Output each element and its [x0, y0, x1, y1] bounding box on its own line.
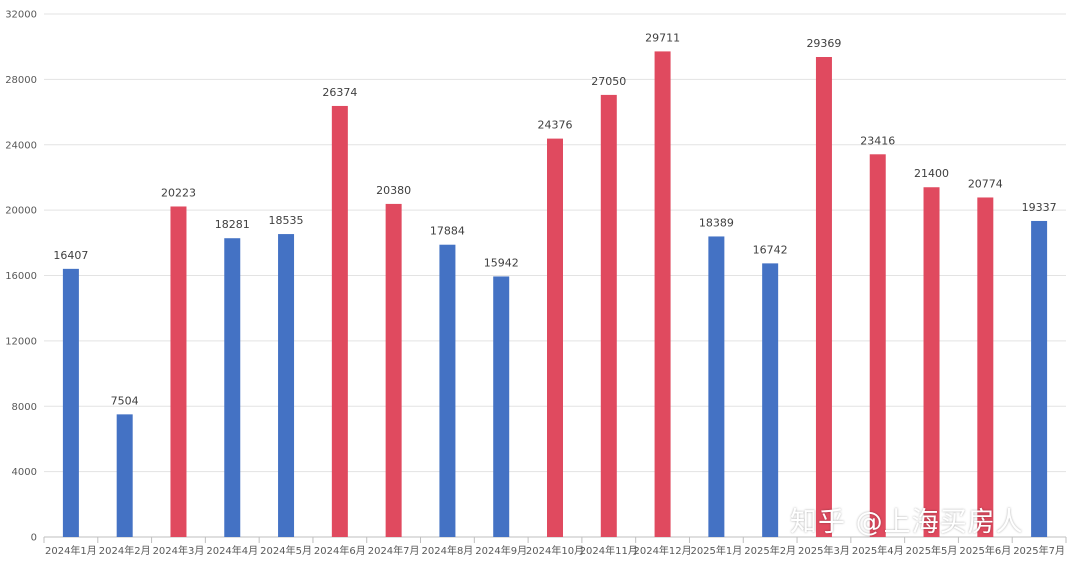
bar — [116, 414, 133, 537]
data-label: 29711 — [645, 31, 680, 44]
x-tick-label: 2025年3月 — [798, 544, 850, 557]
y-tick-label: 32000 — [5, 10, 37, 21]
data-label: 29369 — [806, 37, 841, 50]
bar — [224, 238, 241, 537]
bar — [654, 51, 671, 538]
data-label: 18535 — [269, 214, 304, 227]
bar — [869, 154, 886, 538]
data-label: 18389 — [699, 216, 734, 229]
data-label: 20380 — [376, 184, 411, 197]
bar — [278, 234, 295, 537]
bar — [1031, 220, 1048, 537]
x-tick-label: 2024年12月 — [633, 544, 691, 557]
y-tick-label: 8000 — [12, 402, 37, 413]
data-label: 16742 — [753, 243, 788, 256]
y-tick-label: 28000 — [5, 75, 37, 86]
data-label: 16407 — [53, 249, 88, 262]
x-tick-label: 2025年1月 — [690, 544, 742, 557]
x-tick-label: 2024年4月 — [206, 544, 258, 557]
data-label: 26374 — [322, 86, 357, 99]
x-tick-label: 2025年7月 — [1013, 544, 1065, 557]
bar — [547, 138, 563, 538]
data-label: 24376 — [538, 119, 573, 132]
x-tick-label: 2024年9月 — [475, 544, 527, 557]
y-tick-label: 12000 — [5, 336, 37, 347]
x-tick-label: 2025年5月 — [906, 544, 958, 557]
bar — [923, 187, 940, 537]
x-tick-label: 2025年4月 — [852, 544, 904, 557]
data-label: 20774 — [968, 177, 1003, 190]
data-label: 19337 — [1022, 201, 1057, 214]
bar — [708, 236, 725, 538]
bar — [493, 276, 510, 537]
x-tick-label: 2024年10月 — [526, 544, 584, 557]
x-tick-label: 2024年11月 — [580, 544, 638, 557]
data-label: 21400 — [914, 167, 949, 180]
data-label: 18281 — [215, 218, 250, 231]
data-label: 20223 — [161, 186, 196, 199]
bar — [439, 244, 456, 537]
bar — [600, 94, 617, 538]
x-tick-label: 2024年3月 — [153, 544, 205, 557]
bar — [762, 263, 779, 537]
x-tick-label: 2024年7月 — [368, 544, 420, 557]
watermark: 知乎 @上海买房人 — [790, 507, 1024, 538]
data-label: 7504 — [111, 394, 139, 407]
x-tick-label: 2024年6月 — [314, 544, 366, 557]
x-tick-label: 2025年2月 — [744, 544, 796, 557]
x-tick-label: 2024年5月 — [260, 544, 312, 557]
bar — [815, 57, 832, 538]
x-tick-label: 2024年2月 — [99, 544, 151, 557]
y-tick-label: 24000 — [5, 140, 37, 151]
bar — [170, 206, 187, 537]
data-label: 15942 — [484, 256, 519, 269]
x-tick-label: 2024年1月 — [45, 544, 97, 557]
y-tick-label: 20000 — [5, 206, 37, 217]
y-tick-label: 16000 — [5, 271, 37, 282]
x-tick-label: 2025年6月 — [959, 544, 1011, 557]
bar — [62, 268, 79, 537]
y-tick-label: 4000 — [12, 467, 37, 478]
data-label: 23416 — [860, 134, 895, 147]
y-tick-label: 0 — [31, 533, 37, 544]
data-label: 27050 — [591, 75, 626, 88]
bar — [385, 203, 402, 537]
bar — [977, 197, 994, 537]
x-tick-label: 2024年8月 — [422, 544, 474, 557]
data-label: 17884 — [430, 225, 465, 238]
bar — [331, 105, 348, 537]
